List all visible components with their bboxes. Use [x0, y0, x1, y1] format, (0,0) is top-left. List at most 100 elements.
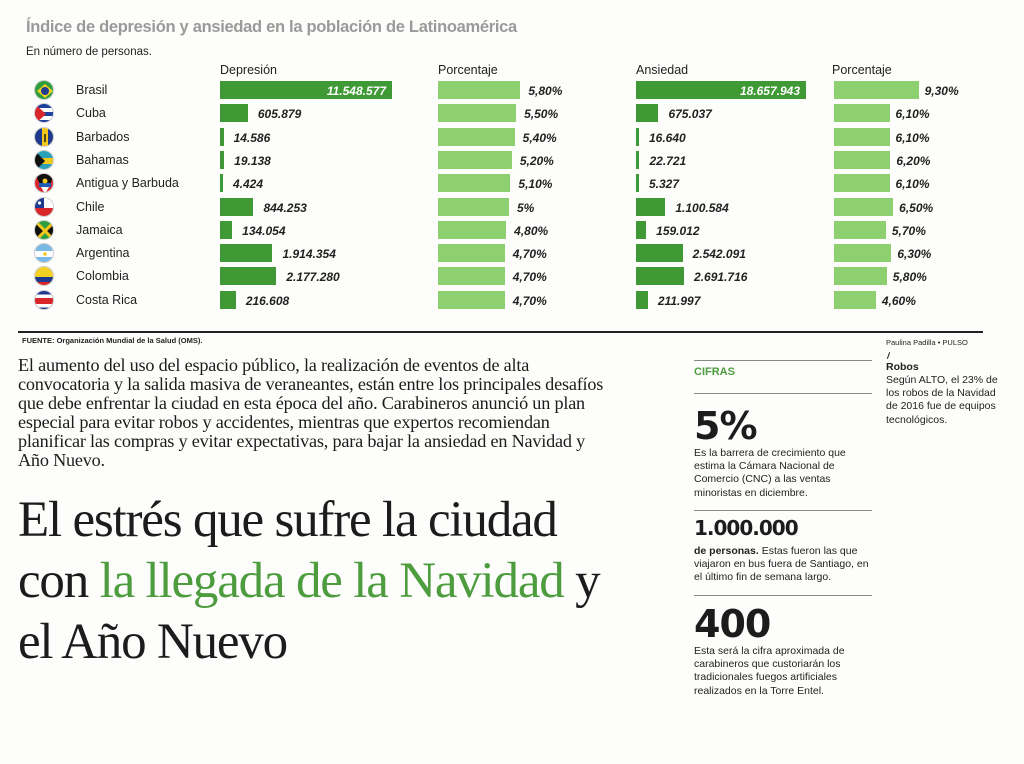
porcentaje-ansiedad-bar — [834, 128, 890, 146]
porcentaje-depresion-bar — [438, 244, 505, 262]
ansiedad-bar — [636, 104, 658, 122]
ansiedad-value: 2.542.091 — [693, 247, 746, 261]
barbados-flag — [34, 127, 54, 147]
chart-row: Costa Rica 216.608 4,70% 211.997 4,60% — [0, 289, 1024, 312]
porcentaje-depresion-value: 5,40% — [523, 131, 557, 145]
porcentaje-ansiedad-bar — [834, 244, 891, 262]
chart-row: Jamaica 134.054 4,80% 159.012 5,70% — [0, 219, 1024, 242]
depresion-bar — [220, 291, 236, 309]
porcentaje-ansiedad-bar — [834, 221, 886, 239]
porcentaje-ansiedad-value: 6,10% — [896, 131, 930, 145]
brazil-flag — [34, 80, 54, 100]
colombia-flag — [34, 266, 54, 286]
ansiedad-bar — [636, 244, 683, 262]
headline-highlight: la llegada de la Navidad — [100, 553, 564, 609]
ansiedad-value: 5.327 — [649, 177, 679, 191]
figure-number: 1.000.000 — [694, 516, 798, 540]
porcentaje-depresion-bar — [438, 198, 509, 216]
column-header-ansiedad: Ansiedad — [636, 63, 688, 77]
sidebar-divider — [694, 595, 872, 596]
depresion-value: 1.914.354 — [282, 247, 335, 261]
porcentaje-ansiedad-bar — [834, 267, 887, 285]
porcentaje-depresion-value: 4,80% — [514, 224, 548, 238]
figure-lead: de personas. — [694, 545, 759, 557]
figure-text: Es la barrera de crecimiento que estima … — [694, 447, 879, 500]
porcentaje-ansiedad-value: 6,30% — [897, 247, 931, 261]
sidebar-label: CIFRAS — [694, 366, 735, 378]
porcentaje-depresion-value: 4,70% — [513, 247, 547, 261]
depresion-value: 19.138 — [234, 154, 271, 168]
ansiedad-value: 1.100.584 — [675, 201, 728, 215]
chart-row: Chile 844.253 5% 1.100.584 6,50% — [0, 196, 1024, 219]
porcentaje-ansiedad-value: 9,30% — [925, 84, 959, 98]
depresion-value: 844.253 — [263, 201, 306, 215]
depresion-bar — [220, 221, 232, 239]
porcentaje-depresion-value: 5,20% — [520, 154, 554, 168]
porcentaje-ansiedad-value: 6,10% — [896, 177, 930, 191]
depresion-bar — [220, 267, 276, 285]
ansiedad-value: 18.657.943 — [636, 84, 800, 98]
porcentaje-ansiedad-bar — [834, 291, 876, 309]
column-header-porcentaje-depresion: Porcentaje — [438, 63, 498, 77]
depresion-bar — [220, 198, 253, 216]
chart-title: Índice de depresión y ansiedad en la pob… — [26, 18, 517, 37]
antigua-flag — [34, 173, 54, 193]
sidebar-divider — [694, 360, 872, 361]
porcentaje-depresion-value: 5% — [517, 201, 534, 215]
chart-row: Colombia 2.177.280 4,70% 2.691.716 5,80% — [0, 265, 1024, 288]
porcentaje-depresion-bar — [438, 128, 515, 146]
argentina-flag — [34, 243, 54, 263]
sidebar-divider — [694, 510, 872, 511]
depresion-value: 134.054 — [242, 224, 285, 238]
robos-text: Según ALTO, el 23% de los robos de la Na… — [886, 374, 1001, 427]
porcentaje-depresion-bar — [438, 291, 505, 309]
ansiedad-bar — [636, 221, 646, 239]
callout-tick — [887, 352, 890, 359]
article-headline: El estrés que sufre la ciudad con la lle… — [18, 490, 638, 673]
country-label: Antigua y Barbuda — [76, 176, 179, 190]
chart-row: Brasil 11.548.577 5,80% 18.657.943 9,30% — [0, 79, 1024, 102]
depresion-value: 2.177.280 — [286, 270, 339, 284]
ansiedad-value: 675.037 — [668, 107, 711, 121]
depresion-value: 605.879 — [258, 107, 301, 121]
chart-row: Bahamas 19.138 5,20% 22.721 6,20% — [0, 149, 1024, 172]
depresion-bar — [220, 128, 224, 146]
country-label: Argentina — [76, 246, 130, 260]
porcentaje-depresion-value: 5,10% — [518, 177, 552, 191]
country-label: Barbados — [76, 130, 130, 144]
column-header-porcentaje-ansiedad: Porcentaje — [832, 63, 892, 77]
porcentaje-depresion-bar — [438, 221, 506, 239]
depresion-bar — [220, 151, 224, 169]
chart-row: Cuba 605.879 5,50% 675.037 6,10% — [0, 102, 1024, 125]
jamaica-flag — [34, 220, 54, 240]
porcentaje-ansiedad-bar — [834, 174, 890, 192]
ansiedad-value: 22.721 — [649, 154, 686, 168]
ansiedad-value: 2.691.716 — [694, 270, 747, 284]
chart-row: Argentina 1.914.354 4,70% 2.542.091 6,30% — [0, 242, 1024, 265]
porcentaje-ansiedad-bar — [834, 81, 919, 99]
porcentaje-ansiedad-bar — [834, 198, 893, 216]
depresion-value: 14.586 — [234, 131, 271, 145]
costa-rica-flag — [34, 290, 54, 310]
chile-flag — [34, 197, 54, 217]
porcentaje-depresion-bar — [438, 104, 516, 122]
porcentaje-ansiedad-value: 5,70% — [892, 224, 926, 238]
country-label: Cuba — [76, 106, 106, 120]
depresion-value: 4.424 — [233, 177, 263, 191]
country-label: Brasil — [76, 83, 107, 97]
ansiedad-value: 211.997 — [658, 294, 701, 308]
depresion-bar — [220, 174, 223, 192]
country-label: Bahamas — [76, 153, 129, 167]
porcentaje-ansiedad-value: 5,80% — [893, 270, 927, 284]
porcentaje-depresion-value: 4,70% — [513, 294, 547, 308]
porcentaje-depresion-value: 4,70% — [513, 270, 547, 284]
depresion-value: 216.608 — [246, 294, 289, 308]
ansiedad-value: 16.640 — [649, 131, 686, 145]
chart-row: Barbados 14.586 5,40% 16.640 6,10% — [0, 126, 1024, 149]
chart-row: Antigua y Barbuda 4.424 5,10% 5.327 6,10% — [0, 172, 1024, 195]
porcentaje-depresion-bar — [438, 151, 512, 169]
ansiedad-bar — [636, 151, 639, 169]
porcentaje-ansiedad-bar — [834, 151, 890, 169]
figure-number: 5% — [694, 404, 757, 448]
porcentaje-ansiedad-bar — [834, 104, 890, 122]
